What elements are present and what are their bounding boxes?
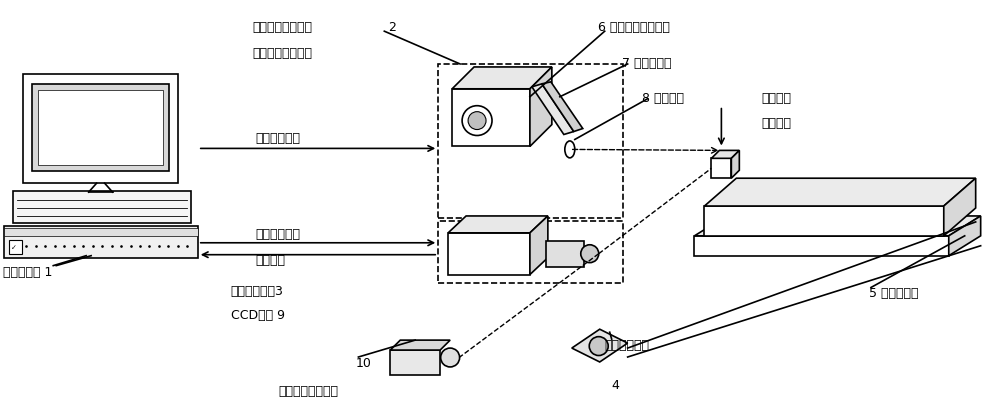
Polygon shape — [694, 216, 981, 236]
Text: 快速定位系统: 快速定位系统 — [605, 339, 650, 352]
Circle shape — [589, 336, 608, 356]
Text: 10: 10 — [355, 357, 371, 370]
Circle shape — [468, 112, 486, 130]
Text: 定焦远心成像镜头: 定焦远心成像镜头 — [279, 385, 339, 398]
Text: 8 会聚透镜: 8 会聚透镜 — [642, 92, 684, 105]
Polygon shape — [694, 236, 949, 256]
Bar — [32, 84, 169, 171]
Bar — [438, 221, 623, 283]
Bar — [438, 64, 623, 218]
Text: 传输图片: 传输图片 — [256, 254, 286, 267]
Polygon shape — [452, 67, 552, 89]
Bar — [9, 240, 22, 254]
Polygon shape — [530, 216, 548, 275]
Polygon shape — [532, 84, 574, 135]
Polygon shape — [711, 158, 731, 178]
Text: 计算机系统 1: 计算机系统 1 — [3, 265, 53, 279]
Polygon shape — [448, 216, 548, 233]
Polygon shape — [452, 89, 530, 146]
Polygon shape — [530, 67, 552, 146]
Circle shape — [462, 106, 492, 135]
Ellipse shape — [565, 141, 575, 158]
Text: 7 整形棱镜对: 7 整形棱镜对 — [622, 57, 671, 70]
Polygon shape — [542, 82, 583, 132]
Circle shape — [581, 245, 599, 263]
Text: 2: 2 — [388, 21, 396, 34]
Text: 微小物体: 微小物体 — [761, 92, 791, 105]
Text: 4: 4 — [612, 379, 620, 392]
Polygon shape — [572, 329, 628, 362]
Bar — [13, 191, 191, 223]
Text: 控制相机参数: 控制相机参数 — [256, 228, 301, 241]
Bar — [23, 74, 178, 183]
Bar — [4, 228, 198, 236]
Text: 图像采集系统3: 图像采集系统3 — [231, 285, 284, 298]
Text: ✓: ✓ — [11, 245, 17, 251]
Polygon shape — [704, 178, 976, 206]
Text: 控制投射参数: 控制投射参数 — [256, 132, 301, 145]
Text: 被测物面: 被测物面 — [761, 117, 791, 130]
Polygon shape — [731, 150, 739, 178]
Bar — [38, 90, 163, 165]
Text: 正弦条纹投射系统: 正弦条纹投射系统 — [253, 47, 313, 60]
Bar — [390, 350, 440, 375]
Circle shape — [441, 348, 460, 367]
Bar — [4, 226, 198, 257]
Text: 基于声光偏转器的: 基于声光偏转器的 — [253, 21, 313, 34]
Polygon shape — [711, 150, 739, 158]
Polygon shape — [949, 216, 981, 256]
Polygon shape — [448, 233, 530, 275]
Text: CCD相机 9: CCD相机 9 — [231, 309, 285, 322]
Text: 6 正弦条纹投射装置: 6 正弦条纹投射装置 — [598, 21, 670, 34]
Polygon shape — [390, 340, 450, 350]
Bar — [546, 241, 584, 267]
Polygon shape — [944, 178, 976, 236]
Text: 5 精密平移台: 5 精密平移台 — [869, 288, 918, 301]
Polygon shape — [704, 206, 944, 236]
